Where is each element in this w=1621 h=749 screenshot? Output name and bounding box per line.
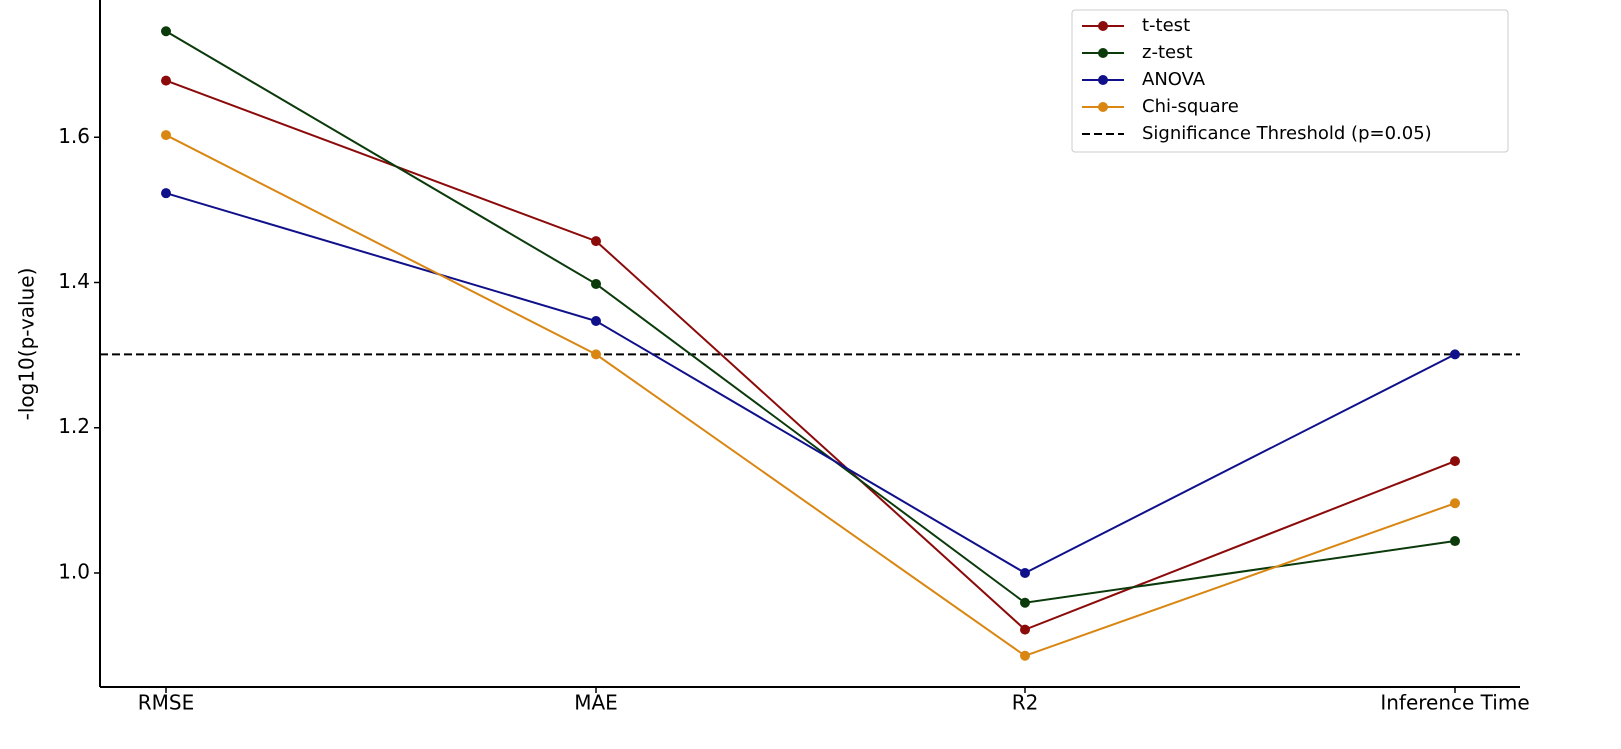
data-point — [1450, 456, 1460, 467]
legend: t-test z-test ANOVA Chi-square Significance … — [1071, 9, 1509, 153]
data-point — [1020, 597, 1030, 608]
legend-label: Chi-square — [1142, 96, 1239, 117]
data-point — [1020, 567, 1030, 578]
data-point — [1450, 536, 1460, 547]
y-tick-label: 1.4 — [58, 269, 90, 293]
y-axis-label: -log10(p-value) — [15, 268, 39, 421]
series-line — [165, 79, 1456, 631]
series-line — [165, 134, 1456, 657]
data-point — [1020, 650, 1030, 661]
data-point — [1450, 498, 1460, 509]
legend-label: Significance Threshold (p=0.05) — [1142, 123, 1432, 144]
series-line — [165, 30, 1456, 604]
data-point — [591, 278, 601, 289]
legend-marker — [1098, 75, 1108, 85]
data-point — [1450, 349, 1460, 360]
legend-label: z-test — [1142, 42, 1193, 63]
legend-marker — [1098, 21, 1108, 31]
data-point — [161, 188, 171, 199]
legend-label: ANOVA — [1142, 69, 1206, 90]
y-tick-label: 1.2 — [58, 414, 90, 438]
y-tick-label: 1.6 — [58, 124, 90, 148]
x-tick-label: Inference Time — [1380, 691, 1529, 715]
x-tick-label: RMSE — [138, 691, 194, 715]
data-point — [161, 130, 171, 141]
y-tick-label: 1.0 — [58, 559, 90, 583]
data-point — [1020, 624, 1030, 635]
x-tick-label: R2 — [1012, 691, 1039, 715]
legend-marker — [1098, 102, 1108, 112]
legend-marker — [1098, 48, 1108, 58]
legend-label: t-test — [1142, 15, 1190, 36]
x-tick-label: MAE — [574, 691, 618, 715]
series-line — [165, 192, 1456, 575]
data-point — [591, 349, 601, 360]
legend-box — [1071, 9, 1509, 153]
data-point — [591, 315, 601, 326]
data-point — [161, 75, 171, 86]
data-point — [591, 236, 601, 247]
data-point — [161, 26, 171, 37]
